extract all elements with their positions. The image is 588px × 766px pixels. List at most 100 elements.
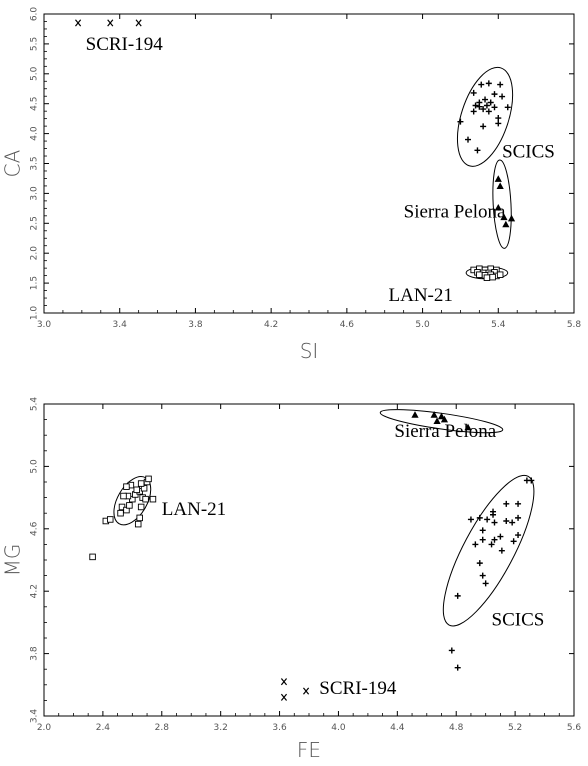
- point-plus: [515, 532, 522, 539]
- y-tick-label: 3.8: [30, 646, 40, 661]
- point-plus: [491, 536, 498, 543]
- y-tick-label: 5.5: [30, 37, 40, 51]
- point-plus: [487, 99, 494, 106]
- point-plus: [482, 580, 489, 587]
- x-axis-title: FE: [297, 738, 321, 762]
- point-triangle: [496, 182, 504, 190]
- point-plus: [484, 516, 491, 523]
- point-plus: [483, 102, 490, 109]
- point-x: [107, 19, 114, 27]
- point-square: [133, 486, 140, 494]
- series-scri-194: [280, 678, 310, 701]
- x-axis-title: SI: [300, 339, 319, 363]
- point-plus: [503, 500, 510, 507]
- series-sierra-pelona: [494, 175, 516, 228]
- y-tick-label: 2.0: [30, 246, 40, 261]
- plot-frame: [43, 403, 575, 717]
- point-plus: [510, 538, 517, 545]
- point-triangle: [440, 415, 449, 423]
- point-plus: [497, 81, 504, 88]
- point-plus: [503, 518, 510, 524]
- x-tick-label: 2.4: [96, 723, 111, 733]
- x-tick-label: 2.8: [155, 723, 170, 733]
- point-plus: [504, 104, 511, 111]
- x-tick-label: 4.2: [264, 320, 278, 330]
- x-tick-label: 3.0: [37, 320, 52, 330]
- point-plus: [480, 106, 487, 113]
- point-square: [483, 274, 491, 281]
- y-tick-label: 4.2: [30, 584, 40, 598]
- point-square: [123, 483, 130, 490]
- point-plus: [457, 118, 464, 125]
- point-plus: [490, 511, 497, 518]
- label-sierra-pelona: Sierra Pelona: [394, 421, 496, 442]
- point-square: [117, 509, 124, 517]
- point-square: [145, 475, 152, 483]
- point-plus: [470, 89, 477, 96]
- point-plus: [467, 516, 474, 523]
- y-axis-title: MG: [1, 544, 25, 577]
- point-plus: [472, 102, 479, 109]
- x-tick-label: 5.0: [415, 320, 430, 330]
- x-tick-label: 5.4: [491, 320, 506, 330]
- ellipse-sierra-pelona: [379, 409, 504, 434]
- point-x: [280, 693, 288, 701]
- ellipse-scics: [456, 66, 514, 167]
- ellipse-scics: [442, 474, 535, 627]
- point-plus: [476, 514, 483, 521]
- point-square: [142, 495, 149, 503]
- y-tick-label: 4.0: [30, 126, 40, 141]
- label-lan-21: LAN-21: [389, 285, 453, 306]
- point-square: [126, 502, 133, 509]
- point-plus: [485, 108, 492, 115]
- series-sierra-pelona: [411, 411, 472, 431]
- point-square: [89, 553, 96, 561]
- y-tick-label: 2.5: [30, 216, 40, 230]
- series-lan-21: [89, 475, 157, 561]
- point-plus: [479, 536, 486, 543]
- point-triangle: [494, 203, 502, 211]
- x-tick-label: 3.2: [214, 723, 228, 733]
- y-tick-label: 3.5: [30, 156, 40, 170]
- point-plus: [515, 514, 522, 521]
- point-triangle: [464, 423, 472, 431]
- point-plus: [479, 527, 486, 534]
- point-plus: [470, 108, 477, 115]
- series-lan-21: [470, 265, 504, 281]
- point-x: [135, 19, 142, 27]
- y-tick-label: 5.4: [30, 397, 40, 412]
- chart-1: 3.0 3.4 3.8 4.2 4.6 5.0 5.4 5.8 1.0 1.5 2.0 2.5 3.0 3…: [1, 7, 582, 363]
- point-plus: [498, 547, 505, 554]
- x-tick-label: 3.4: [113, 320, 128, 330]
- point-triangle: [433, 417, 441, 424]
- point-plus: [480, 123, 487, 130]
- point-plus: [515, 500, 522, 507]
- point-plus: [499, 93, 506, 100]
- point-plus: [491, 91, 498, 98]
- point-square: [120, 492, 127, 500]
- point-plus: [479, 572, 486, 579]
- point-plus: [472, 541, 479, 548]
- series-scri-194: [75, 19, 142, 27]
- y-tick-label: 5.0: [30, 459, 40, 474]
- point-square: [106, 516, 114, 523]
- point-plus: [476, 103, 483, 110]
- point-x: [280, 678, 288, 686]
- x-tick-label: 5.2: [508, 723, 522, 733]
- point-plus: [485, 80, 492, 87]
- point-plus: [488, 541, 495, 548]
- point-plus: [454, 664, 461, 671]
- x-tick-label: 2.0: [37, 723, 52, 733]
- y-tick-label: 1.0: [30, 306, 40, 321]
- y-tick-label: 5.0: [30, 66, 40, 81]
- point-square: [489, 273, 496, 281]
- label-lan-21: LAN-21: [162, 499, 226, 520]
- point-square: [149, 495, 157, 503]
- point-plus: [509, 519, 516, 526]
- point-plus: [528, 477, 535, 484]
- x-tick-label: 4.4: [390, 723, 405, 733]
- chart-2: 2.0 2.4 2.8 3.2 3.6 4.0 4.4 4.8 5.2 5.6 3.4 3.8 4.2 4…: [1, 397, 582, 762]
- point-plus: [448, 647, 455, 654]
- point-triangle: [430, 411, 438, 418]
